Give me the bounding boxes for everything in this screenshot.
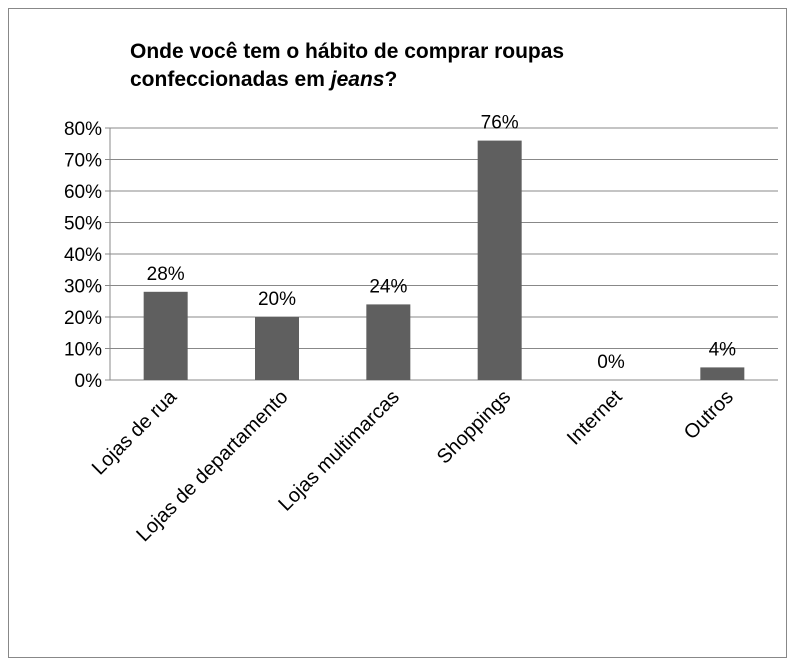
y-tick-label: 30% [64, 277, 102, 298]
title-line: confeccionadas em [130, 68, 331, 91]
data-label: 0% [597, 352, 625, 373]
chart-title: Onde você tem o hábito de comprar roupas… [130, 40, 570, 91]
y-tick-label: 60% [64, 182, 102, 203]
title-line: Onde você tem o hábito de comprar roupas [130, 40, 564, 63]
data-label: 4% [709, 339, 737, 360]
bar [366, 304, 411, 380]
y-tick-label: 70% [64, 151, 102, 172]
bar [143, 291, 188, 380]
y-tick-label: 10% [64, 340, 102, 361]
data-label: 28% [147, 264, 185, 285]
data-label: 24% [369, 276, 407, 297]
title-end: ? [384, 68, 397, 91]
y-tick-label: 80% [64, 119, 102, 140]
y-tick-label: 40% [64, 245, 102, 266]
title-italic: jeans [328, 68, 385, 91]
y-tick-label: 20% [64, 308, 102, 329]
y-tick-label: 0% [75, 371, 103, 392]
data-label: 76% [481, 113, 519, 134]
bar [477, 140, 522, 380]
bar [700, 367, 745, 380]
bar [255, 317, 299, 380]
data-label: 20% [258, 289, 296, 310]
y-tick-label: 50% [64, 214, 102, 235]
